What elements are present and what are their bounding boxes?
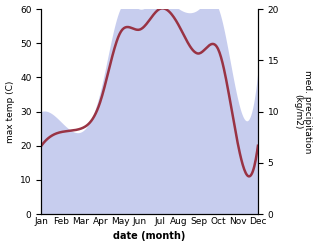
Y-axis label: med. precipitation
(kg/m2): med. precipitation (kg/m2) <box>293 70 313 153</box>
Y-axis label: max temp (C): max temp (C) <box>5 80 15 143</box>
X-axis label: date (month): date (month) <box>114 231 186 242</box>
